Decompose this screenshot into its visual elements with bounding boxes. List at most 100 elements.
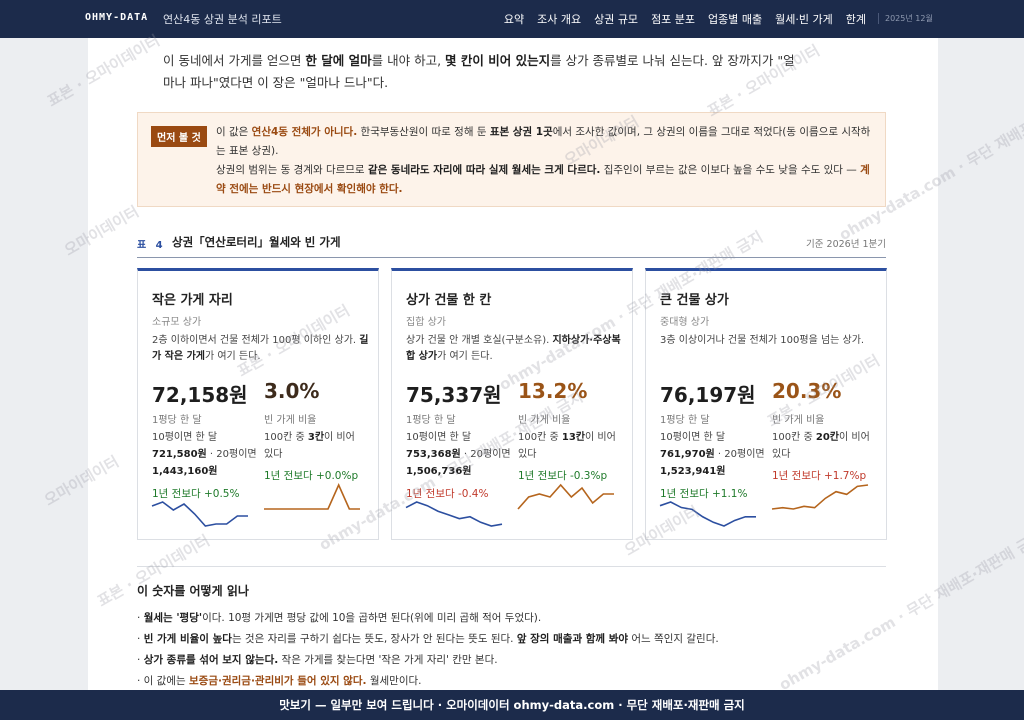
rent-label: 1평당 한 달 [406, 415, 456, 426]
guide-item: · 월세는 '평당'이다. 10평 가게면 평당 값에 10을 곱하면 된다(위… [137, 608, 897, 629]
text-run: 10평이면 한 달 [660, 432, 726, 443]
text-run: 3층 이상이거나 건물 전체가 100평을 넘는 상가. [660, 335, 865, 346]
text-run: 한국부동산원이 따로 정해 둔 [357, 126, 490, 138]
footer: 맛보기 — 일부만 보여 드립니다 · 오마이데이터 ohmy-data.com… [0, 690, 1024, 720]
text-run: 연산4동 전체가 아니다. [251, 126, 358, 138]
trend-line [405, 501, 503, 527]
text-run: 2층 이하이면서 건물 전체가 100평 이하인 상가. [152, 335, 360, 346]
nav-item[interactable]: 한계 [845, 13, 866, 26]
rent-label: 1평당 한 달 [660, 415, 710, 426]
card-title: 큰 건물 상가 [660, 293, 729, 308]
vacancy-label: 빈 가게 비율 [518, 415, 571, 426]
text-run: 상권의 범위는 동 경계와 다르므로 [216, 164, 368, 176]
table-title: 상권「연산로터리」월세와 빈 가게 [172, 235, 341, 249]
vacancy-note: 100칸 중 3칸이 비어 있다 [264, 429, 364, 463]
text-run: 보증금·권리금·관리비가 들어 있지 않다. [189, 675, 367, 687]
vacancy-change: 1년 전보다 -0.3%p [518, 470, 608, 482]
text-run: 13칸 [561, 432, 585, 443]
date: 2025년 12월 [878, 13, 933, 24]
text-run: 계약 전에는 반드시 현장에서 확인해야 한다. [216, 164, 870, 195]
text-run: · 20평이면 [206, 449, 257, 460]
text-run: 이 동네에서 가게를 얻으면 [163, 53, 306, 68]
text-run: · [137, 654, 144, 666]
text-run: 월세만이다. [366, 675, 422, 687]
text-run: 앞 장의 매출과 함께 봐야 [516, 633, 629, 645]
text-run: 에서 조사한 값이며, 그 상권의 이름을 그대로 적었다(동 이름으로 시작하… [216, 126, 871, 157]
rule [137, 566, 886, 567]
text-run: 761,970원 [660, 449, 715, 460]
text-run: 상가 건물 안 개별 호실(구분소유). [406, 335, 553, 346]
trend-line [659, 501, 756, 527]
trend-line [151, 501, 248, 527]
trend-line [771, 484, 869, 510]
vacancy: 3.0% [264, 379, 320, 403]
guide-title: 이 숫자를 어떻게 읽나 [137, 584, 249, 598]
guide-list: · 월세는 '평당'이다. 10평 가게면 평당 값에 10을 곱하면 된다(위… [137, 608, 897, 692]
nav-item[interactable]: 월세·빈 가게 [775, 13, 833, 26]
trend-line [517, 483, 614, 510]
card-subtitle: 소규모 상가 [152, 317, 202, 328]
nav-item[interactable]: 업종별 매출 [708, 13, 763, 26]
text-run: 721,580원 [152, 449, 207, 460]
rent: 76,197원 [660, 383, 756, 407]
rule [137, 257, 886, 258]
text-run: 가 여기 든다. [437, 351, 493, 362]
text-run: 10평이면 한 달 [152, 432, 218, 443]
vacancy-label: 빈 가게 비율 [772, 415, 825, 426]
nav-items: 요약 조사 개요 상권 규모 점포 분포 업종별 매출 월세·빈 가게 한계 [504, 11, 866, 27]
text-run: 100칸 중 [772, 432, 816, 443]
report-title: 연산4동 상권 분석 리포트 [163, 13, 282, 26]
text-run: · [137, 633, 144, 645]
rent-change: 1년 전보다 +1.1% [660, 488, 748, 500]
nav-item[interactable]: 상권 규모 [594, 13, 639, 26]
nav-item[interactable]: 점포 분포 [651, 13, 696, 26]
text-run: 어느 쪽인지 갈린다. [628, 633, 719, 645]
vacancy-note: 100칸 중 20칸이 비어 있다 [772, 429, 872, 463]
card-description: 상가 건물 안 개별 호실(구분소유). 지하상가·주상복합 상가가 여기 든다… [406, 333, 626, 365]
text-run: · 20평이면 [714, 449, 765, 460]
text-run: 상가 종류를 섞어 보지 않는다. [143, 654, 279, 666]
top-nav: OHMY-DATA 연산4동 상권 분석 리포트 요약 조사 개요 상권 규모 점포 … [0, 0, 1024, 38]
rent: 75,337원 [406, 383, 502, 407]
sparkline [151, 501, 248, 527]
text-run: 1,443,160원 [152, 466, 218, 477]
text-run: 표본 상권 1곳 [489, 126, 553, 138]
sparkline [659, 501, 756, 527]
sparkline [771, 484, 869, 510]
trend-line [264, 483, 360, 510]
text-run: 한 달에 얼마 [305, 53, 372, 68]
rent-calc: 10평이면 한 달 753,368원 · 20평이면 1,506,736원 [406, 429, 514, 480]
card: 작은 가게 자리 소규모 상가 2층 이하이면서 건물 전체가 100평 이하인 상… [137, 268, 379, 540]
card-description: 2층 이하이면서 건물 전체가 100평 이하인 상가. 길가 작은 가게가 여… [152, 333, 372, 365]
notice-paragraph: 이 값은 연산4동 전체가 아니다. 한국부동산원이 따로 정해 둔 표본 상권… [216, 123, 876, 161]
sparkline [405, 501, 503, 527]
vacancy-change: 1년 전보다 +1.7%p [772, 470, 867, 482]
text-run: 1,506,736원 [406, 466, 472, 477]
text-run: 집주인이 부르는 값은 이보다 높을 수도 낮을 수도 있다 — [600, 164, 861, 176]
notice-box: 먼저 볼 것 이 값은 연산4동 전체가 아니다. 한국부동산원이 따로 정해 … [137, 112, 886, 207]
text-run: 1,523,941원 [660, 466, 726, 477]
rent-change: 1년 전보다 +0.5% [152, 488, 240, 500]
nav-item[interactable]: 요약 [503, 13, 525, 26]
text-run: 이 비어 있다 [772, 432, 870, 460]
rent-calc: 10평이면 한 달 761,970원 · 20평이면 1,523,941원 [660, 429, 768, 480]
text-run: 를 내야 하고, [371, 53, 446, 68]
card-title: 상가 건물 한 칸 [406, 293, 492, 308]
text-run: 가 여기 든다. [204, 351, 261, 362]
rent-change: 1년 전보다 -0.4% [406, 488, 489, 500]
nav-item[interactable]: 조사 개요 [537, 13, 582, 26]
sparkline [517, 483, 614, 510]
notice-label: 먼저 볼 것 [151, 126, 207, 147]
text-run: 이 값은 [216, 126, 252, 138]
text-run: · 20평이면 [460, 449, 511, 460]
guide-item: · 이 값에는 보증금·권리금·관리비가 들어 있지 않다. 월세만이다. [137, 671, 897, 692]
vacancy-label: 빈 가게 비율 [264, 415, 317, 426]
brand[interactable]: OHMY-DATA [85, 12, 149, 23]
text-run: 지하상가·주상복합 상가 [406, 335, 621, 362]
text-run: 10평이면 한 달 [406, 432, 472, 443]
guide-item: · 상가 종류를 섞어 보지 않는다. 작은 가게를 찾는다면 '작은 가게 자… [137, 650, 897, 671]
text-run: · [137, 612, 144, 624]
rent-label: 1평당 한 달 [152, 415, 202, 426]
text-run: 는 것은 자리를 구하기 쉽다는 뜻도, 장사가 안 된다는 뜻도 된다. [231, 633, 517, 645]
